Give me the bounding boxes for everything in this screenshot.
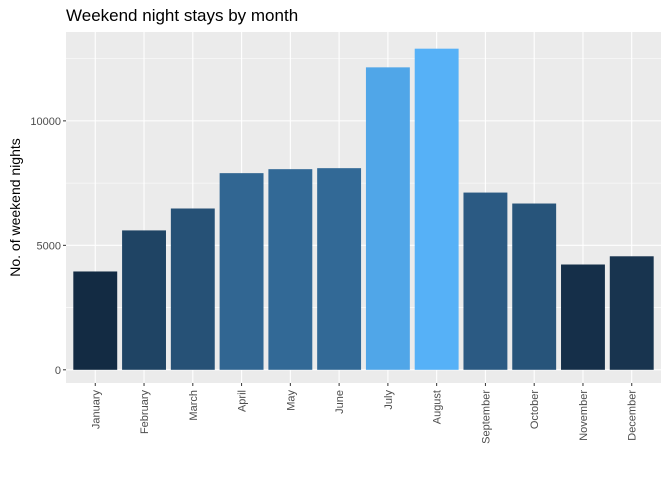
bars xyxy=(73,48,654,370)
x-tick-label: June xyxy=(334,390,346,414)
y-tick-label: 10000 xyxy=(30,116,61,128)
bar-august xyxy=(414,48,459,370)
x-tick-label: August xyxy=(432,390,444,424)
bar-february xyxy=(122,230,166,370)
bar-december xyxy=(609,256,654,370)
x-tick-label: March xyxy=(188,390,200,421)
bar-november xyxy=(561,264,605,370)
bar-october xyxy=(512,203,557,370)
bar-january xyxy=(73,271,118,370)
y-axis-title: No. of weekend nights xyxy=(7,138,23,277)
x-axis: January February March April May June July Augu… xyxy=(90,383,639,444)
y-tick-label: 0 xyxy=(55,365,61,377)
x-tick-label: February xyxy=(139,390,151,435)
x-tick-label: January xyxy=(90,390,102,430)
x-tick-label: July xyxy=(383,390,395,410)
x-tick-label: May xyxy=(285,390,297,411)
chart-title: Weekend night stays by month xyxy=(66,6,299,25)
x-tick-label: September xyxy=(480,390,492,444)
x-tick-label: November xyxy=(578,390,590,441)
bar-july xyxy=(365,67,410,370)
y-axis: 0 5000 10000 xyxy=(30,116,66,377)
bar-may xyxy=(268,169,313,370)
bar-march xyxy=(170,208,215,370)
bar-june xyxy=(317,168,362,370)
x-tick-label: April xyxy=(237,390,249,412)
x-tick-label: December xyxy=(627,390,639,441)
bar-april xyxy=(219,173,264,370)
bar-september xyxy=(463,192,508,370)
x-tick-label: October xyxy=(529,390,541,429)
y-tick-label: 5000 xyxy=(37,240,61,252)
